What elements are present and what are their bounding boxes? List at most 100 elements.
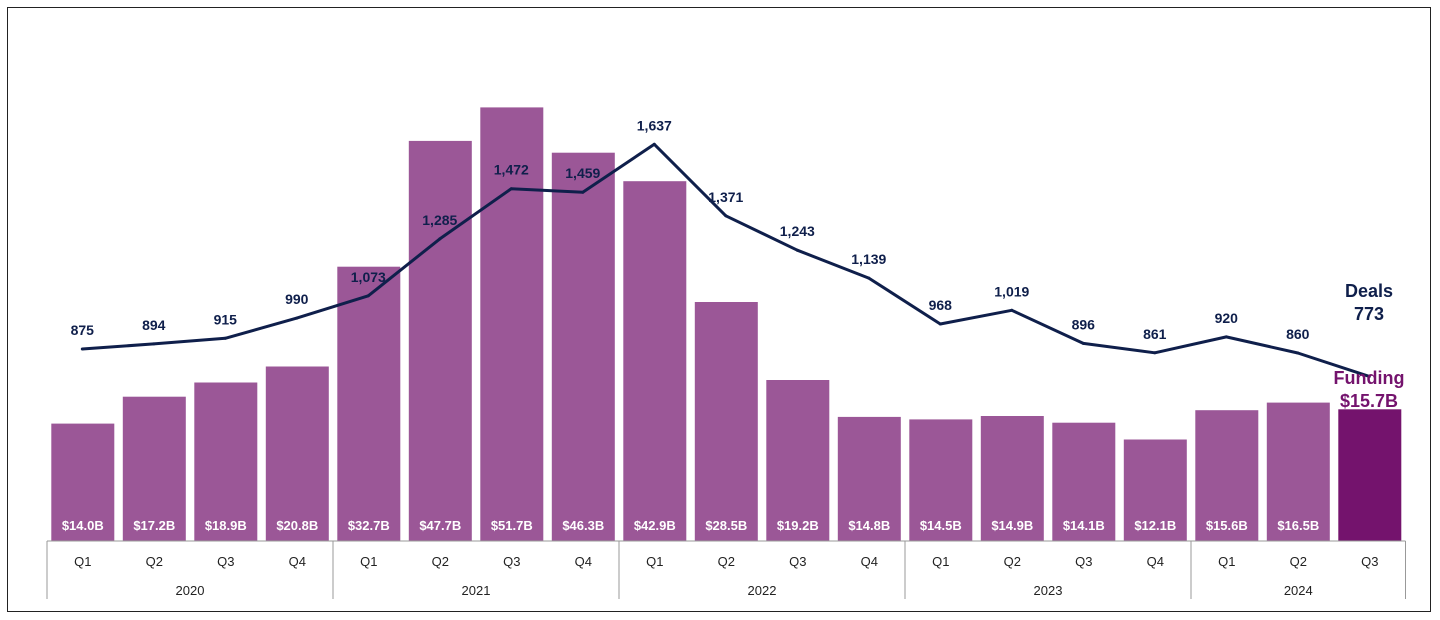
deals-point bbox=[1153, 351, 1157, 355]
deals-label: 1,139 bbox=[851, 251, 886, 267]
deals-point bbox=[581, 190, 585, 194]
deals-label: 896 bbox=[1072, 316, 1096, 332]
quarter-tick-label: Q4 bbox=[861, 554, 878, 569]
funding-bar-2020-q4 bbox=[265, 366, 329, 541]
quarter-tick-label: Q2 bbox=[718, 554, 735, 569]
funding-bar-2021-q3 bbox=[480, 107, 544, 542]
deals-label: 860 bbox=[1286, 326, 1310, 342]
funding-bar-label: $14.1B bbox=[1063, 518, 1105, 533]
year-tick-label: 2020 bbox=[176, 583, 205, 598]
funding-bar-label: $12.1B bbox=[1134, 518, 1176, 533]
funding-bar-label: $19.2B bbox=[777, 518, 819, 533]
deals-label: 1,371 bbox=[708, 189, 743, 205]
quarter-tick-label: Q1 bbox=[74, 554, 91, 569]
funding-bar-2022-q4 bbox=[837, 416, 901, 541]
deals-label: 1,472 bbox=[494, 162, 529, 178]
funding-bar-2024-q2 bbox=[1266, 402, 1330, 541]
deals-label: 968 bbox=[929, 297, 953, 313]
deals-label: 894 bbox=[142, 317, 166, 333]
quarter-tick-label: Q1 bbox=[646, 554, 663, 569]
funding-bar-label: $14.5B bbox=[920, 518, 962, 533]
quarter-tick-label: Q4 bbox=[575, 554, 592, 569]
deals-point bbox=[795, 248, 799, 252]
funding-callout-name: Funding bbox=[1334, 368, 1405, 388]
deals-point bbox=[1367, 374, 1371, 378]
funding-bar-2023-q1 bbox=[909, 419, 973, 541]
funding-bar-label: $18.9B bbox=[205, 518, 247, 533]
funding-bar-2020-q2 bbox=[122, 396, 186, 541]
deals-label: 1,073 bbox=[351, 269, 386, 285]
deals-label: 1,459 bbox=[565, 165, 600, 181]
funding-bar-2020-q1 bbox=[51, 423, 115, 541]
deals-point bbox=[438, 237, 442, 241]
quarter-tick-label: Q4 bbox=[289, 554, 306, 569]
deals-point bbox=[295, 316, 299, 320]
deals-label: 1,637 bbox=[637, 117, 672, 133]
funding-bar-2021-q4 bbox=[551, 152, 615, 541]
quarter-tick-label: Q4 bbox=[1147, 554, 1164, 569]
funding-bar-label: $15.6B bbox=[1206, 518, 1248, 533]
deals-point bbox=[867, 276, 871, 280]
x-axis: Q1 Q2 Q3 Q4 Q1 Q2 Q3 Q4 Q1 Q2 Q3 Q4 Q1 Q2 Q3 Q4 Q1 Q2 Q3 20… bbox=[46, 540, 1406, 599]
deals-point bbox=[938, 322, 942, 326]
funding-bar-2023-q4 bbox=[1123, 439, 1187, 541]
year-tick-label: 2022 bbox=[748, 583, 777, 598]
quarter-tick-label: Q3 bbox=[217, 554, 234, 569]
year-tick-label: 2024 bbox=[1284, 583, 1313, 598]
deals-point bbox=[152, 342, 156, 346]
deals-label: 1,285 bbox=[422, 212, 457, 228]
funding-bar-label: $42.9B bbox=[634, 518, 676, 533]
quarter-tick-label: Q1 bbox=[932, 554, 949, 569]
funding-bar-label: $28.5B bbox=[705, 518, 747, 533]
deals-callout-name: Deals bbox=[1345, 281, 1393, 301]
deals-point bbox=[223, 336, 227, 340]
funding-bar-2024-q1 bbox=[1195, 410, 1259, 541]
funding-bar-2021-q2 bbox=[408, 140, 472, 541]
funding-bar-2020-q3 bbox=[194, 382, 258, 541]
deals-point bbox=[724, 214, 728, 218]
funding-bar-label: $20.8B bbox=[276, 518, 318, 533]
funding-bar-2023-q2 bbox=[980, 416, 1044, 541]
deals-label: 915 bbox=[214, 311, 238, 327]
funding-bar-2022-q1 bbox=[623, 181, 687, 541]
funding-bar-2022-q2 bbox=[694, 302, 758, 541]
funding-bar-label: $16.5B bbox=[1277, 518, 1319, 533]
quarter-tick-label: Q1 bbox=[360, 554, 377, 569]
funding-bar-labels: $14.0B $17.2B $18.9B $20.8B $32.7B $47.7B $51.… bbox=[62, 518, 1319, 533]
deals-point bbox=[652, 142, 656, 146]
deals-label: 920 bbox=[1215, 310, 1239, 326]
funding-bar-label: $46.3B bbox=[562, 518, 604, 533]
deals-point bbox=[1224, 335, 1228, 339]
year-tick-label: 2023 bbox=[1034, 583, 1063, 598]
funding-bar-label: $14.8B bbox=[848, 518, 890, 533]
funding-bar-2023-q3 bbox=[1052, 422, 1116, 541]
funding-bar-label: $14.0B bbox=[62, 518, 104, 533]
funding-bar-2024-q3 bbox=[1338, 409, 1402, 541]
funding-bar-2021-q1 bbox=[337, 266, 401, 541]
funding-bar-label: $51.7B bbox=[491, 518, 533, 533]
funding-bar-label: $47.7B bbox=[419, 518, 461, 533]
quarter-tick-label: Q2 bbox=[432, 554, 449, 569]
deals-line-group bbox=[80, 142, 1371, 378]
deals-point bbox=[1296, 351, 1300, 355]
funding-callout-value: $15.7B bbox=[1340, 391, 1398, 411]
deals-label: 1,243 bbox=[780, 223, 815, 239]
quarter-tick-label: Q2 bbox=[146, 554, 163, 569]
deals-callout-value: 773 bbox=[1354, 304, 1384, 324]
quarter-tick-label: Q3 bbox=[1075, 554, 1092, 569]
funding-bars bbox=[51, 107, 1402, 542]
quarter-tick-label: Q1 bbox=[1218, 554, 1235, 569]
quarter-tick-label: Q3 bbox=[1361, 554, 1378, 569]
callouts: Deals 773 Funding $15.7B bbox=[1334, 281, 1405, 411]
deals-label: 875 bbox=[71, 322, 95, 338]
quarter-tick-label: Q3 bbox=[789, 554, 806, 569]
funding-bar-label: $32.7B bbox=[348, 518, 390, 533]
deals-label: 1,019 bbox=[994, 283, 1029, 299]
deals-point bbox=[1010, 308, 1014, 312]
quarter-tick-label: Q2 bbox=[1290, 554, 1307, 569]
deals-label: 990 bbox=[285, 291, 309, 307]
deals-labels: 875 894 915 990 1,073 1,285 1,472 1,459 1,637 1,3… bbox=[71, 117, 1310, 342]
deals-point bbox=[366, 294, 370, 298]
deals-point bbox=[509, 187, 513, 191]
